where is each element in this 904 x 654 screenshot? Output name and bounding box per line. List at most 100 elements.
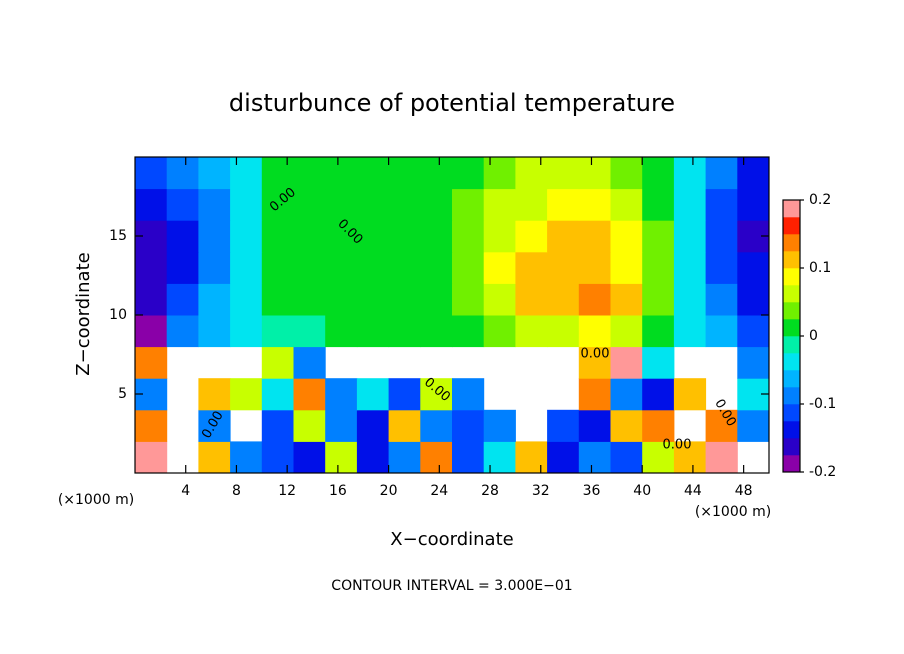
field-cell bbox=[578, 378, 611, 411]
field-cell bbox=[325, 283, 358, 316]
field-cell bbox=[198, 220, 231, 253]
field-cell bbox=[578, 157, 611, 190]
field-cell bbox=[325, 441, 358, 474]
field-cell bbox=[230, 157, 263, 190]
field-cell bbox=[642, 441, 675, 474]
x-tick-label: 44 bbox=[684, 483, 702, 499]
y-tick-label: 15 bbox=[109, 228, 127, 244]
colorbar-swatch bbox=[783, 336, 800, 354]
field-cell bbox=[483, 220, 516, 253]
field-cell bbox=[261, 315, 294, 348]
field-cell bbox=[230, 251, 263, 284]
field-cell bbox=[610, 315, 643, 348]
field-cell bbox=[198, 283, 231, 316]
contour-label: 0.00 bbox=[581, 347, 610, 362]
field-cell bbox=[166, 283, 199, 316]
field-cell bbox=[547, 157, 580, 190]
field-cell bbox=[642, 283, 675, 316]
field-cell bbox=[230, 220, 263, 253]
colorbar-swatch bbox=[783, 234, 800, 252]
field-cell bbox=[135, 188, 168, 221]
x-tick-label: 8 bbox=[232, 483, 241, 499]
field-cell bbox=[673, 315, 707, 348]
colorbar-swatch bbox=[783, 268, 800, 286]
field-cell bbox=[483, 315, 516, 348]
field-cell bbox=[325, 378, 358, 411]
field-cell bbox=[547, 283, 580, 316]
field-cell bbox=[737, 409, 770, 442]
field-cell bbox=[356, 409, 390, 442]
field-cell bbox=[642, 409, 675, 442]
field-cell bbox=[261, 157, 294, 190]
field-cell bbox=[642, 251, 675, 284]
field-cell bbox=[578, 283, 611, 316]
field-cell bbox=[325, 315, 358, 348]
field-cell bbox=[388, 251, 421, 284]
x-tick-label: 36 bbox=[583, 483, 601, 499]
field-cell bbox=[293, 346, 326, 379]
field-cell bbox=[420, 157, 453, 190]
field-cell bbox=[388, 378, 421, 411]
field-cell bbox=[673, 441, 707, 474]
field-cell bbox=[293, 409, 326, 442]
field-cell bbox=[325, 251, 358, 284]
field-cell bbox=[198, 251, 231, 284]
field-cell bbox=[293, 441, 326, 474]
field-cell bbox=[420, 315, 453, 348]
x-tick-label: 48 bbox=[735, 483, 753, 499]
field-cell bbox=[705, 188, 738, 221]
field-cell bbox=[547, 409, 580, 442]
field-cell bbox=[135, 441, 168, 474]
field-cell bbox=[547, 441, 580, 474]
colorbar-swatch bbox=[783, 285, 800, 303]
field-cell bbox=[166, 157, 199, 190]
chart-title: disturbunce of potential temperature bbox=[229, 89, 675, 117]
field-cell bbox=[578, 346, 611, 379]
field-cell bbox=[388, 220, 421, 253]
field-cell bbox=[293, 157, 326, 190]
field-cell bbox=[673, 251, 707, 284]
colorbar-swatch bbox=[783, 387, 800, 405]
field-cell bbox=[198, 441, 231, 474]
field-cell bbox=[293, 188, 326, 221]
field-cell bbox=[673, 157, 707, 190]
field-cell bbox=[420, 441, 453, 474]
field-cell bbox=[547, 315, 580, 348]
field-cell bbox=[261, 188, 294, 221]
field-cell bbox=[293, 283, 326, 316]
field-cell bbox=[578, 441, 611, 474]
field-cell bbox=[515, 251, 548, 284]
field-cell bbox=[356, 315, 390, 348]
field-cell bbox=[356, 441, 390, 474]
field-cell bbox=[325, 409, 358, 442]
field-cell bbox=[483, 251, 516, 284]
field-cell bbox=[198, 409, 231, 442]
field-cell bbox=[261, 251, 294, 284]
field-cell bbox=[388, 409, 421, 442]
colorbar-swatch bbox=[783, 370, 800, 388]
field-cell bbox=[261, 441, 294, 474]
field-cell bbox=[547, 188, 580, 221]
field-cell bbox=[388, 441, 421, 474]
contour-label: 0.00 bbox=[663, 438, 692, 453]
field-cell bbox=[642, 315, 675, 348]
colorbar-tick-label: 0 bbox=[809, 328, 818, 344]
field-cell bbox=[325, 188, 358, 221]
x-tick-label: 32 bbox=[532, 483, 550, 499]
field-cell bbox=[356, 188, 390, 221]
field-cell bbox=[610, 409, 643, 442]
colorbar-tick-label: 0.1 bbox=[809, 260, 831, 276]
field-cell bbox=[642, 346, 675, 379]
field-cell bbox=[293, 315, 326, 348]
field-cell bbox=[452, 157, 485, 190]
y-unit: (×1000 m) bbox=[58, 492, 134, 508]
field-cell bbox=[673, 378, 707, 411]
field-cell bbox=[705, 157, 738, 190]
field-cell bbox=[356, 251, 390, 284]
field-cell bbox=[705, 441, 738, 474]
x-unit: (×1000 m) bbox=[695, 504, 771, 520]
field-cell bbox=[452, 251, 485, 284]
field-cell bbox=[135, 315, 168, 348]
field-cell bbox=[135, 346, 168, 379]
